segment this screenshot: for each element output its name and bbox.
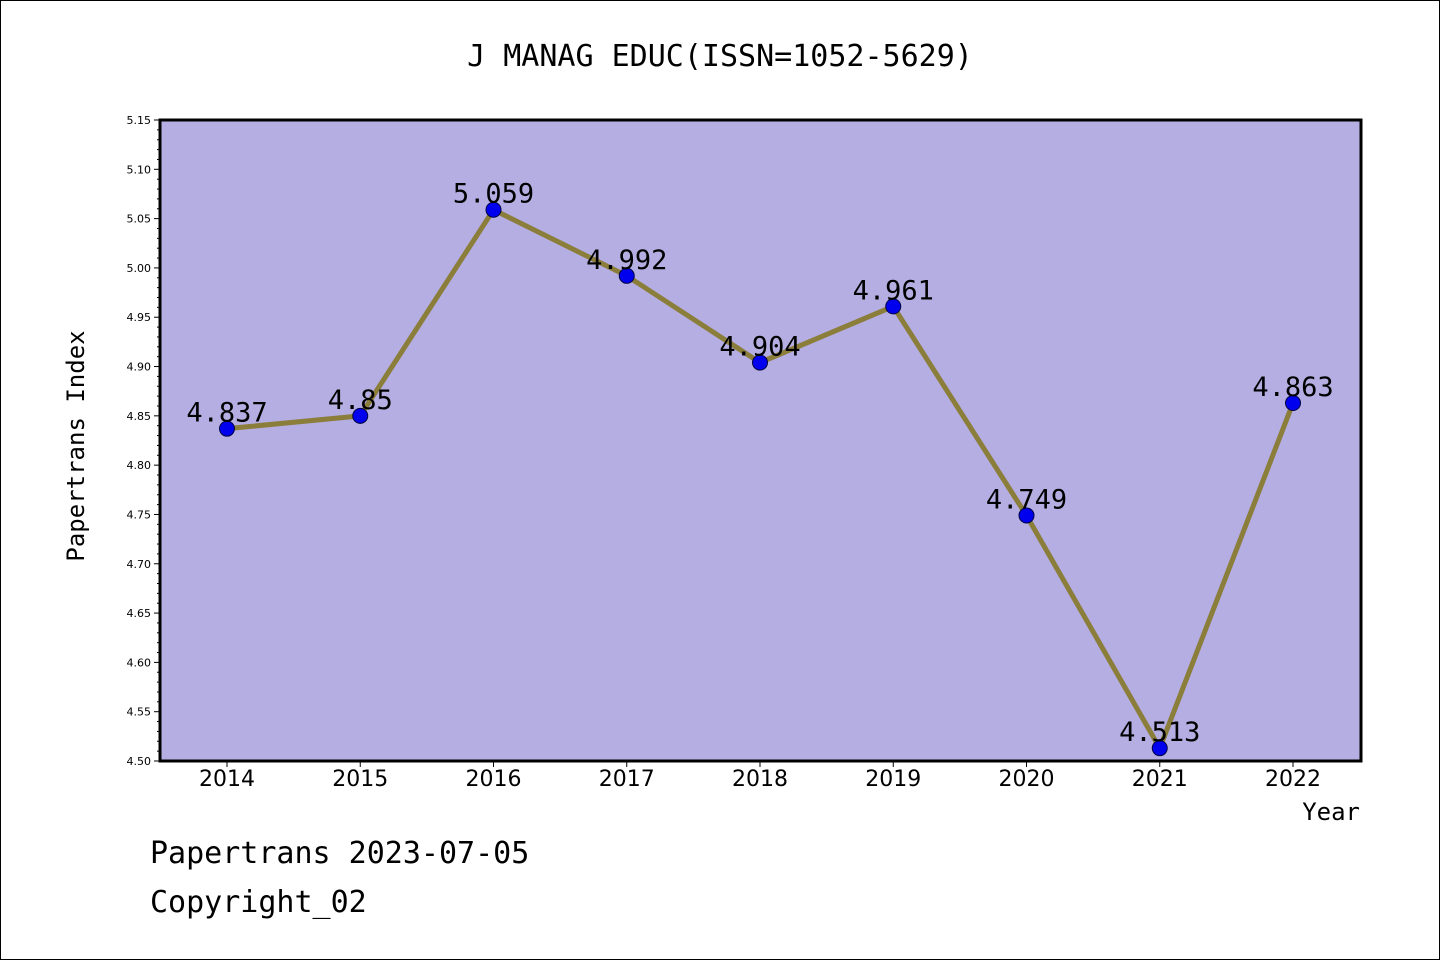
x-tick-label: 2021 <box>1132 767 1188 792</box>
data-labels: 4.837 4.85 5.059 4.992 4.904 4.961 4.749 4.513 4… <box>186 179 1333 748</box>
y-tick-label: 4.80 <box>127 459 152 472</box>
x-tick-label: 2016 <box>466 767 522 792</box>
data-point <box>1018 507 1035 524</box>
y-axis: 4.50 4.55 4.60 4.65 4.70 4.75 4.80 4.85 4.90 4.95… <box>127 114 160 768</box>
data-point <box>618 267 635 284</box>
y-axis-title: Papertrans Index <box>62 330 90 561</box>
footer-copyright: Copyright_02 <box>150 885 367 920</box>
y-tick-label: 5.15 <box>127 114 152 127</box>
x-tick-label: 2022 <box>1265 767 1321 792</box>
y-tick-label: 4.75 <box>127 508 152 521</box>
y-tick-label: 4.85 <box>127 410 152 423</box>
data-point <box>219 420 235 437</box>
data-point <box>752 354 768 371</box>
y-tick-label: 4.95 <box>127 311 152 324</box>
y-tick-label: 4.60 <box>127 656 152 669</box>
x-tick-label: 2015 <box>332 767 388 792</box>
y-tick-label: 4.65 <box>127 607 152 620</box>
data-label: 4.837 <box>186 398 267 429</box>
data-point <box>885 298 902 315</box>
x-axis: 2014 2015 2016 2017 2018 2019 2020 2021 2022 <box>199 761 1321 792</box>
data-label: 4.992 <box>586 245 667 276</box>
data-label: 4.749 <box>986 484 1067 515</box>
x-tick-label: 2018 <box>732 767 788 792</box>
y-tick-label: 4.55 <box>127 706 152 719</box>
y-tick-label: 5.00 <box>127 262 152 275</box>
y-tick-label: 5.05 <box>127 213 152 226</box>
y-tick-label: 5.10 <box>127 163 152 176</box>
x-tick-label: 2017 <box>599 767 655 792</box>
y-tick-label: 4.90 <box>127 361 152 374</box>
data-point <box>485 201 502 218</box>
data-label: 5.059 <box>453 179 534 210</box>
data-point <box>1285 395 1301 412</box>
y-tick-label: 4.70 <box>127 558 152 571</box>
data-point <box>1151 740 1168 757</box>
x-axis-title: Year <box>1302 798 1360 826</box>
x-tick-label: 2020 <box>999 767 1055 792</box>
plot-border <box>158 118 1363 763</box>
data-label: 4.85 <box>328 385 393 416</box>
plot-area <box>160 120 1361 761</box>
series-markers <box>219 201 1301 757</box>
data-label: 4.513 <box>1119 717 1200 748</box>
y-tick-label: 4.50 <box>127 755 152 768</box>
data-label: 4.863 <box>1252 372 1333 403</box>
footer-date: Papertrans 2023-07-05 <box>150 836 530 871</box>
chart-title: J MANAG EDUC(ISSN=1052-5629) <box>467 39 973 74</box>
data-label: 4.961 <box>853 275 934 306</box>
data-point <box>352 407 369 424</box>
data-label: 4.904 <box>719 332 800 363</box>
x-tick-label: 2019 <box>865 767 921 792</box>
x-tick-label: 2014 <box>199 767 255 792</box>
